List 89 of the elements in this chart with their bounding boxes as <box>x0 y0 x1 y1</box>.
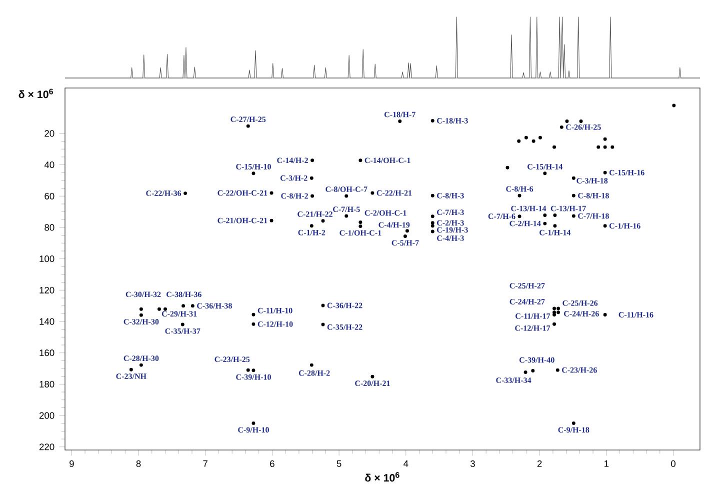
annotation: C-13/H-14 <box>511 206 546 212</box>
x-tick-label: 2 <box>537 460 542 467</box>
annotation: C-12/H-17 <box>515 325 550 331</box>
annotation: C-26/H-25 <box>566 124 601 130</box>
annotation: C-4/H-3 <box>437 236 464 241</box>
annotation: C-22/H-36 <box>146 190 182 196</box>
annotation: C-27/H-25 <box>230 116 266 122</box>
annotation: C-1/H-14 <box>540 230 571 236</box>
annotation: C-9/H-18 <box>558 427 590 433</box>
annotation: C-35/H-37 <box>165 328 200 334</box>
annotation: C-5/H-7 <box>392 240 419 246</box>
annotation: C-2/H-3 <box>437 220 464 226</box>
annotation: C-22/H-21 <box>376 190 412 196</box>
annotation: C-15/H-16 <box>609 170 644 176</box>
annotation: C-12/H-10 <box>258 321 293 327</box>
annotation: C-14/H-2 <box>277 158 308 164</box>
y-tick-label: 100 <box>40 256 54 262</box>
annotation: C-23/H-26 <box>562 367 597 373</box>
annotation: C-2/OH-C-1 <box>364 210 406 216</box>
x-tick-label: 8 <box>136 460 141 467</box>
annotation: C-7/H-18 <box>578 213 609 219</box>
annotation: C-15/H-14 <box>528 164 563 170</box>
x-tick-label: 3 <box>470 460 475 467</box>
annotation: C-24/H-26 <box>564 311 599 316</box>
annotation: C-3/H-18 <box>576 178 608 184</box>
y-tick-label: 180 <box>40 380 54 388</box>
annotation: C-21/OH-C-21 <box>218 218 268 224</box>
x-tick-label: 6 <box>270 460 274 467</box>
annotation: C-22/OH-C-21 <box>218 190 268 196</box>
y-tick-label: 40 <box>44 161 54 168</box>
annotation: C-24/H-27 <box>510 299 545 304</box>
annotation: C-7/H-5 <box>333 206 360 212</box>
annotation: C-8/H-2 <box>281 193 308 199</box>
annotation: C-8/OH-C-7 <box>326 186 368 192</box>
annotation: C-33/H-34 <box>496 378 532 383</box>
annotation: C-25/H-26 <box>562 300 598 306</box>
annotation: C-7/H-3 <box>437 210 464 216</box>
annotation: C-28/H-2 <box>298 370 330 376</box>
annotation: C-25/H-27 <box>510 283 545 288</box>
x-tick-label: 1 <box>604 460 609 467</box>
y-tick-label: 220 <box>39 444 54 450</box>
annotation: C-7/H-6 <box>488 214 516 220</box>
annotation: C-14/OH-C-1 <box>364 158 410 164</box>
y-tick-label: 200 <box>39 412 54 419</box>
annotation: C-36/H-22 <box>327 302 362 308</box>
y-tick-label: 20 <box>44 130 54 137</box>
annotation: C-3/H-2 <box>280 175 308 181</box>
x-axis-title: δ × 10$^{6}$ <box>365 472 400 482</box>
annotation: C-18/H-3 <box>437 118 468 124</box>
annotation: C-28/H-30 <box>124 356 159 362</box>
x-tick-label: 0 <box>671 460 676 467</box>
annotation: C-20/H-21 <box>355 380 390 386</box>
annotation: C-11/H-10 <box>258 308 292 314</box>
y-axis-title: δ × 10$^{6}$ <box>18 88 53 98</box>
annotation: C-11/H-17 <box>516 313 550 319</box>
annotation: C-36/H-38 <box>197 303 232 309</box>
x-tick-label: 5 <box>336 460 342 467</box>
annotation: C-13/H-17 <box>550 206 586 212</box>
y-tick-label: 80 <box>44 224 54 231</box>
annotation: C-38/H-36 <box>166 292 202 298</box>
annotation: C-21/H-22 <box>298 211 332 217</box>
annotation: C-8/H-6 <box>506 186 534 192</box>
annotation: C-39/H-40 <box>520 357 554 363</box>
x-tick-label: 7 <box>203 460 208 467</box>
annotation: C-8/H-18 <box>578 192 609 198</box>
annotation: C-23/NH <box>116 374 146 379</box>
annotation: C-18/H-7 <box>384 112 416 118</box>
y-tick-label: 140 <box>40 318 54 325</box>
annotation: C-1/H-16 <box>609 223 640 229</box>
annotation: C-1/H-2 <box>298 230 326 236</box>
annotation: C-8/H-3 <box>437 192 464 198</box>
annotation: C-32/H-30 <box>124 319 159 324</box>
annotation: C-30/H-32 <box>126 292 161 298</box>
annotation: C-4/H-19 <box>378 222 410 228</box>
y-tick-label: 60 <box>44 192 54 200</box>
annotation: C-35/H-22 <box>327 324 362 330</box>
annotation: C-23/H-25 <box>214 356 250 362</box>
x-tick-label: 4 <box>404 460 408 467</box>
annotation: C-19/H-3 <box>437 227 468 233</box>
annotation: C-15/H-10 <box>236 164 271 170</box>
annotation: C-9/H-10 <box>238 427 269 433</box>
annotation: C-2/H-14 <box>510 220 541 226</box>
annotation: C-29/H-31 <box>162 311 197 317</box>
annotation: C-1/OH-C-1 <box>340 230 382 236</box>
annotation: C-39/H-10 <box>236 374 271 380</box>
annotation: C-11/H-16 <box>618 312 654 318</box>
x-tick-label: 9 <box>70 460 74 467</box>
y-tick-label: 120 <box>40 286 54 294</box>
y-tick-label: 160 <box>40 350 54 356</box>
